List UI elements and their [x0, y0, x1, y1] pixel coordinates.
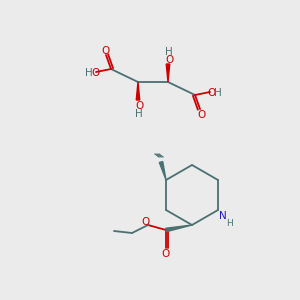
Text: O: O [101, 46, 109, 56]
Text: H: H [214, 88, 222, 98]
Text: O: O [197, 110, 205, 120]
Text: H: H [226, 218, 233, 227]
Text: H: H [165, 47, 173, 57]
Text: O: O [207, 88, 215, 98]
Polygon shape [166, 64, 170, 82]
Text: O: O [165, 55, 173, 65]
Text: O: O [135, 101, 143, 111]
Text: O: O [91, 68, 99, 78]
Text: H: H [135, 109, 143, 119]
Text: H: H [85, 68, 93, 78]
Polygon shape [136, 82, 140, 100]
Text: O: O [142, 217, 150, 227]
Text: N: N [219, 211, 227, 221]
Text: O: O [162, 249, 170, 259]
Polygon shape [159, 161, 166, 180]
Polygon shape [166, 225, 192, 232]
